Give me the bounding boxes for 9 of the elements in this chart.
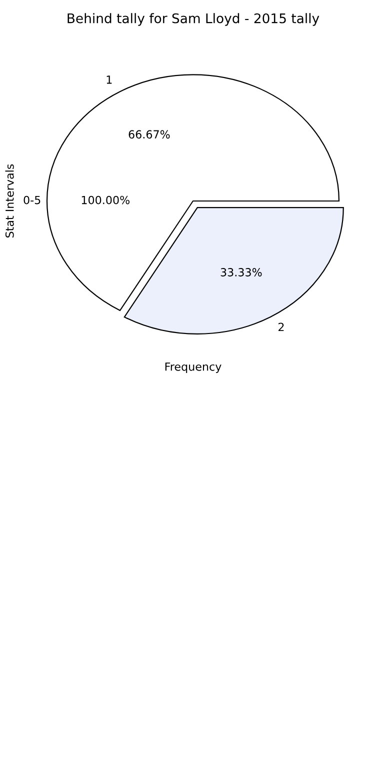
text: Stat Intervals [5, 164, 14, 238]
chart-title: Behind tally for Sam Lloyd - 2015 tally [68, 13, 320, 26]
slice-label: 2 [278, 322, 284, 331]
data-label: 66.67% [128, 130, 170, 139]
text: Frequency [165, 362, 222, 373]
data-label: 33.33% [220, 268, 262, 276]
text: 100.00% [82, 196, 130, 204]
text: 0-5 [24, 196, 40, 204]
slice-label: 1 [106, 76, 112, 84]
